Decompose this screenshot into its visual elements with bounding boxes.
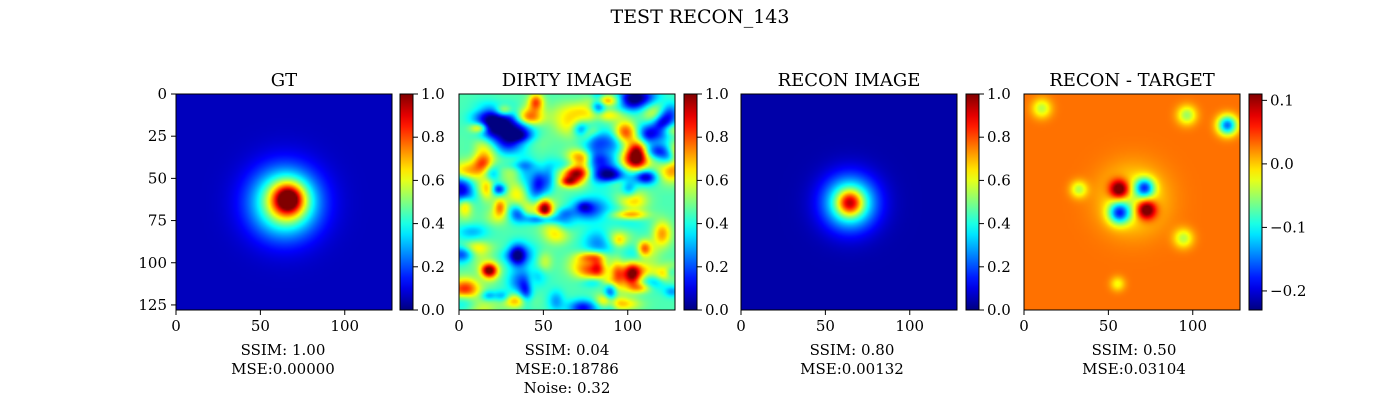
x-tick-label: 0: [454, 317, 464, 335]
colorbar-tick-label: −0.2: [1270, 282, 1306, 300]
metrics-caption: Noise: 0.32: [524, 379, 611, 397]
x-tick-label: 50: [1099, 317, 1118, 335]
colorbar-tick-label: 0.2: [987, 258, 1011, 276]
y-tick-label: 100: [138, 254, 167, 272]
colorbar-tick-label: −0.1: [1270, 218, 1306, 236]
colorbar: [399, 93, 414, 311]
y-tick-label: 50: [148, 169, 167, 187]
x-tick-label: 50: [534, 317, 553, 335]
panel-title: RECON - TARGET: [1049, 70, 1215, 91]
colorbar-tick-label: 0.6: [705, 171, 729, 189]
axes-frame: [740, 93, 958, 311]
panel-title: RECON IMAGE: [778, 70, 921, 91]
x-tick-label: 0: [171, 317, 181, 335]
figure-title: TEST RECON_143: [611, 6, 790, 28]
metrics-caption: MSE:0.00132: [800, 360, 904, 378]
metrics-caption: SSIM: 0.04: [525, 341, 610, 359]
colorbar: [965, 93, 980, 311]
colorbar-tick-label: 0.2: [421, 258, 445, 276]
colorbar-tick-label: 0.1: [1270, 91, 1294, 109]
colorbar-tick-label: 1.0: [705, 85, 729, 103]
y-tick-label: 0: [157, 85, 167, 103]
colorbar-tick-label: 0.8: [421, 128, 445, 146]
x-tick-label: 100: [895, 317, 924, 335]
metrics-caption: MSE:0.18786: [515, 360, 619, 378]
colorbar-tick-label: 0.4: [987, 215, 1011, 233]
colorbar-tick-label: 0.4: [705, 215, 729, 233]
metrics-caption: MSE:0.00000: [231, 360, 335, 378]
heatmap-image: [741, 94, 957, 310]
colorbar-tick-label: 0.4: [421, 215, 445, 233]
x-tick-label: 0: [736, 317, 746, 335]
x-tick-label: 100: [1178, 317, 1207, 335]
heatmap-image: [459, 94, 675, 310]
colorbar-tick-label: 0.8: [705, 128, 729, 146]
colorbar-tick-label: 0.0: [421, 301, 445, 319]
panel-title: GT: [271, 70, 297, 91]
colorbar: [1248, 93, 1263, 311]
heatmap-image: [1024, 94, 1240, 310]
x-tick-label: 100: [613, 317, 642, 335]
colorbar-tick-label: 0.6: [421, 171, 445, 189]
x-tick-label: 100: [330, 317, 359, 335]
axes-frame: [458, 93, 676, 311]
y-tick-label: 125: [138, 296, 167, 314]
y-tick-label: 75: [148, 212, 167, 230]
axes-frame: [175, 93, 393, 311]
colorbar-tick-label: 0.0: [987, 301, 1011, 319]
axes-frame: [1023, 93, 1241, 311]
metrics-caption: SSIM: 1.00: [241, 341, 326, 359]
colorbar-tick-label: 0.0: [1270, 155, 1294, 173]
colorbar-tick-label: 0.2: [705, 258, 729, 276]
x-tick-label: 50: [816, 317, 835, 335]
colorbar-tick-label: 0.6: [987, 171, 1011, 189]
metrics-caption: SSIM: 0.50: [1092, 341, 1177, 359]
heatmap-image: [176, 94, 392, 310]
x-tick-label: 0: [1019, 317, 1029, 335]
colorbar-tick-label: 1.0: [987, 85, 1011, 103]
x-tick-label: 50: [251, 317, 270, 335]
colorbar: [683, 93, 698, 311]
colorbar-tick-label: 1.0: [421, 85, 445, 103]
panel-title: DIRTY IMAGE: [502, 70, 632, 91]
metrics-caption: SSIM: 0.80: [810, 341, 895, 359]
y-tick-label: 25: [148, 127, 167, 145]
colorbar-tick-label: 0.8: [987, 128, 1011, 146]
metrics-caption: MSE:0.03104: [1082, 360, 1186, 378]
colorbar-tick-label: 0.0: [705, 301, 729, 319]
